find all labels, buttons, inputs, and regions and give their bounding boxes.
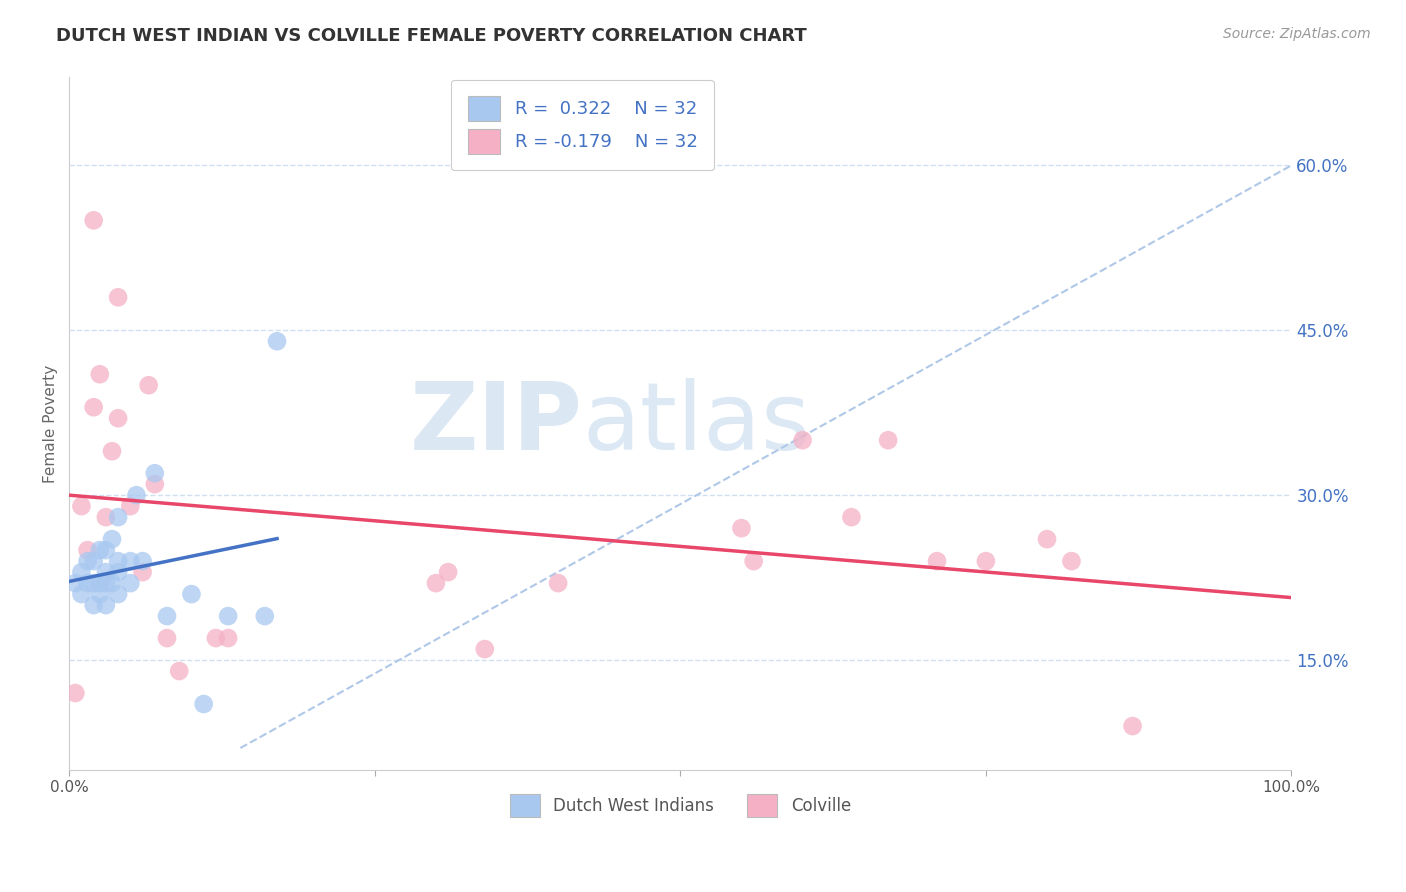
Point — [974, 554, 997, 568]
Point — [107, 290, 129, 304]
Point — [89, 368, 111, 382]
Point — [120, 576, 142, 591]
Point — [156, 631, 179, 645]
Point — [1036, 532, 1059, 546]
Point — [180, 587, 202, 601]
Point — [156, 609, 179, 624]
Point — [437, 565, 460, 579]
Point — [217, 631, 239, 645]
Point — [101, 444, 124, 458]
Point — [83, 401, 105, 415]
Point — [76, 543, 98, 558]
Text: ZIP: ZIP — [409, 377, 582, 470]
Point — [107, 510, 129, 524]
Point — [94, 576, 117, 591]
Point — [138, 378, 160, 392]
Point — [217, 609, 239, 624]
Point — [193, 697, 215, 711]
Point — [83, 213, 105, 227]
Point — [925, 554, 948, 568]
Text: DUTCH WEST INDIAN VS COLVILLE FEMALE POVERTY CORRELATION CHART: DUTCH WEST INDIAN VS COLVILLE FEMALE POV… — [56, 27, 807, 45]
Point — [89, 543, 111, 558]
Point — [107, 554, 129, 568]
Point — [547, 576, 569, 591]
Legend: Dutch West Indians, Colville: Dutch West Indians, Colville — [503, 787, 858, 824]
Point — [730, 521, 752, 535]
Point — [65, 686, 87, 700]
Point — [120, 499, 142, 513]
Y-axis label: Female Poverty: Female Poverty — [44, 365, 58, 483]
Point — [131, 565, 153, 579]
Point — [125, 488, 148, 502]
Point — [841, 510, 863, 524]
Point — [76, 554, 98, 568]
Point — [120, 554, 142, 568]
Point — [792, 434, 814, 448]
Point — [143, 477, 166, 491]
Text: atlas: atlas — [582, 377, 811, 470]
Point — [94, 565, 117, 579]
Point — [474, 642, 496, 657]
Point — [83, 576, 105, 591]
Point — [94, 598, 117, 612]
Point — [143, 466, 166, 480]
Text: Source: ZipAtlas.com: Source: ZipAtlas.com — [1223, 27, 1371, 41]
Point — [1122, 719, 1144, 733]
Point — [76, 576, 98, 591]
Point — [107, 587, 129, 601]
Point — [742, 554, 765, 568]
Point — [94, 510, 117, 524]
Point — [94, 543, 117, 558]
Point — [83, 598, 105, 612]
Point — [83, 554, 105, 568]
Point — [131, 554, 153, 568]
Point — [877, 434, 900, 448]
Point — [70, 565, 93, 579]
Point — [101, 576, 124, 591]
Point — [253, 609, 276, 624]
Point — [101, 532, 124, 546]
Point — [266, 334, 288, 349]
Point — [65, 576, 87, 591]
Point — [107, 565, 129, 579]
Point — [70, 499, 93, 513]
Point — [70, 587, 93, 601]
Point — [425, 576, 447, 591]
Point — [167, 664, 190, 678]
Point — [89, 576, 111, 591]
Point — [205, 631, 228, 645]
Point — [89, 587, 111, 601]
Point — [107, 411, 129, 425]
Point — [1060, 554, 1083, 568]
